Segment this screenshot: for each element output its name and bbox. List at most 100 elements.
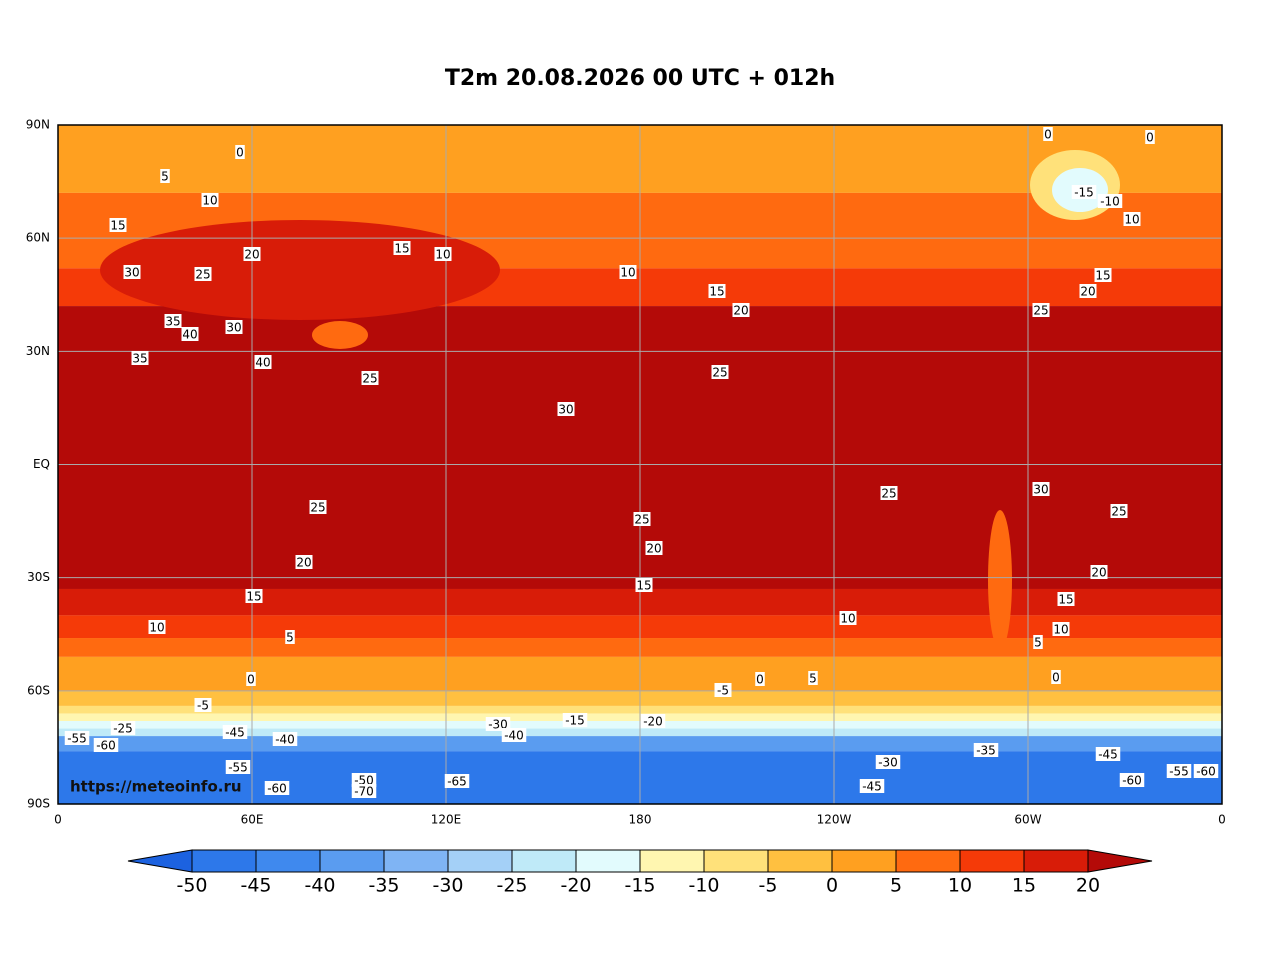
contour-label-bg [973,743,999,757]
colorbar-tick-label: -40 [304,875,335,897]
lat-tick-label: 30S [27,570,50,584]
colorbar-tick-label: -10 [688,875,719,897]
contour-label-bg [361,371,379,385]
contour-label-bg [619,265,637,279]
lon-tick-label: 60W [1014,813,1041,827]
contour-label-bg [1166,764,1192,778]
colorbar-tick-label: -25 [496,875,527,897]
colorbar-tick-label: -20 [560,875,591,897]
colorbar-segment [895,849,961,873]
contour-label-bg [557,402,575,416]
contour-label-bg [131,351,149,365]
contour-label-bg [485,717,511,731]
contour-label-bg [1123,212,1141,226]
contour-label-bg [64,731,90,745]
contour-label: 5 [809,672,817,686]
contour-label-bg [1097,194,1123,208]
contour-label-bg [272,732,298,746]
contour-label: 20 [733,304,748,318]
contour-label: -60 [267,782,287,796]
contour-label-bg [1057,592,1075,606]
contour-label: -55 [67,732,87,746]
contour-label: 40 [182,328,197,342]
colorbar-segment [383,849,449,873]
tibet-cool [312,321,368,349]
contour-label: -5 [717,684,729,698]
lon-tick-label: 0 [54,813,62,827]
contour-label: 0 [247,673,255,687]
contour-label: 25 [712,366,727,380]
contour-label-bg [1119,773,1145,787]
contour-label-bg [222,725,248,739]
contour-label-bg [1079,284,1097,298]
contour-label: 25 [634,513,649,527]
contour-label: -10 [1100,195,1120,209]
contour-label: -15 [565,714,585,728]
contour-label-bg [839,611,857,625]
contour-label-bg [633,512,651,526]
contour-label: 25 [310,501,325,515]
watermark: https://meteoinfo.ru [70,778,242,796]
colorbar-segment [703,849,769,873]
contour-label-bg [148,620,166,634]
contour-label: -60 [1196,765,1216,779]
contour-label: 20 [646,542,661,556]
contour-label: 25 [1111,505,1126,519]
contour-label-bg [164,314,182,328]
map-frame [57,124,1223,805]
contour-label: -45 [862,780,882,794]
contour-label-bg [235,145,245,159]
contour-label-bg [755,672,765,686]
contour-label: -30 [878,756,898,770]
lon-tick-label: 60E [241,813,264,827]
contour-label: 35 [132,352,147,366]
contour-label: -60 [96,739,116,753]
contour-label: -40 [504,729,524,743]
contour-label-bg [562,713,588,727]
contour-label-bg [711,365,729,379]
contour-label: 15 [636,579,651,593]
contour-label: 5 [1034,636,1042,650]
contour-label-bg [1032,303,1050,317]
contour-label: 35 [165,315,180,329]
colorbar-tick-label: 10 [948,875,972,897]
lat-tick-label: 30N [26,344,50,358]
contour-label: 20 [1080,285,1095,299]
contour-label-bg [875,755,901,769]
contour-label-bg [194,267,212,281]
colorbar-tick-label: -45 [240,875,271,897]
contour-label: 10 [435,248,450,262]
lon-tick-label: 0 [1218,813,1226,827]
contour-label-bg [295,555,313,569]
contour-label-bg [110,721,136,735]
andes-cool [988,510,1012,650]
contour-label-bg [444,774,470,788]
contour-label-bg [245,589,263,603]
colorbar-tick-label: 15 [1012,875,1036,897]
contour-label-bg [1094,268,1112,282]
lon-tick-label: 180 [629,813,652,827]
contour-label: 10 [149,621,164,635]
contour-label-bg [434,247,452,261]
title: T2m 20.08.2026 00 UTC + 012h [445,66,835,91]
contour-label-bg [181,327,199,341]
contour-label-bg [1043,127,1053,141]
contour-label: 0 [236,146,244,160]
colorbar-tick-label: -5 [759,875,778,897]
contour-label-bg [201,193,219,207]
contour-label-bg [254,355,272,369]
contour-label: -55 [228,761,248,775]
contour-label-bg [1095,747,1121,761]
contour-label: 25 [195,268,210,282]
contour-label-bg [1145,130,1155,144]
contour-label: 5 [286,631,294,645]
contour-label: 15 [110,219,125,233]
contour-label-bg [123,265,141,279]
contour-label: -45 [225,726,245,740]
contour-label-bg [309,500,327,514]
contour-label: 0 [1044,128,1052,142]
colorbar-segment [639,849,705,873]
colorbar-segment [191,849,257,873]
